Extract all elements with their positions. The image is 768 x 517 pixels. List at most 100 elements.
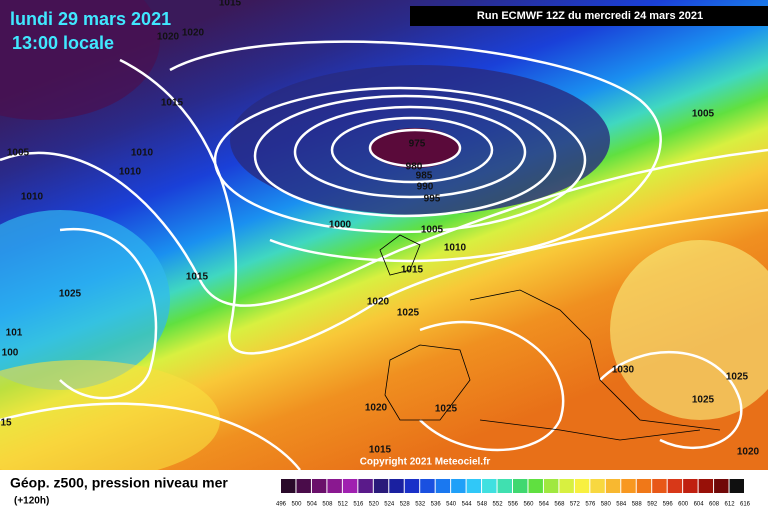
- isobar-label: 995: [424, 194, 441, 205]
- isobar-label: 1005: [692, 109, 715, 120]
- scale-swatch: [636, 479, 652, 493]
- isobar-label: 975: [409, 139, 426, 150]
- isobar-label: 1020: [365, 403, 388, 414]
- isobar-label: 1025: [397, 308, 420, 319]
- scale-label: 540: [446, 502, 457, 508]
- isobar-label: 101: [6, 328, 23, 339]
- isobar-label: 985: [416, 171, 433, 182]
- scale-swatch: [466, 479, 482, 493]
- footer-lead: (+120h): [14, 496, 49, 507]
- scale-swatch: [698, 479, 714, 493]
- scale-swatch: [451, 479, 466, 493]
- scale-label: 588: [632, 502, 643, 508]
- scale-swatch: [652, 479, 667, 493]
- scale-label: 608: [709, 502, 720, 508]
- time: 13:00 locale: [12, 33, 114, 53]
- date: lundi 29 mars 2021: [10, 9, 171, 29]
- scale-label: 568: [554, 502, 565, 508]
- footer-title: Géop. z500, pression niveau mer: [10, 475, 228, 491]
- isobar-label: 1025: [435, 404, 458, 415]
- field-patch: [610, 240, 768, 420]
- isobar-label: 1020: [737, 447, 760, 458]
- isobar-label: 1010: [119, 167, 142, 178]
- isobar-label: 1025: [726, 372, 749, 383]
- field-patch: [0, 360, 220, 480]
- scale-label: 560: [523, 502, 534, 508]
- scale-label: 584: [616, 502, 627, 508]
- isobar-label: 1015: [219, 0, 242, 9]
- scale-swatch: [729, 479, 744, 493]
- isobar-label: 1005: [421, 225, 444, 236]
- scale-label: 572: [570, 502, 581, 508]
- isobar-label: 1005: [7, 148, 30, 159]
- scale-label: 504: [307, 502, 318, 508]
- scale-label: 576: [585, 502, 596, 508]
- scale-label: 524: [384, 502, 395, 508]
- scale-label: 612: [725, 502, 736, 508]
- scale-swatch: [543, 479, 559, 493]
- scale-label: 556: [508, 502, 519, 508]
- isobar-label: 1010: [131, 148, 154, 159]
- scale-swatch: [590, 479, 605, 493]
- scale-swatch: [482, 479, 497, 493]
- isobar-label: 980: [406, 162, 423, 173]
- isobar-label: 1020: [367, 297, 390, 308]
- isobar-label: 1010: [21, 192, 44, 203]
- low-core: [370, 128, 460, 168]
- run-banner: [410, 6, 768, 26]
- scale-label: 600: [678, 502, 689, 508]
- field-patch: [0, 0, 160, 120]
- scale-label: 592: [647, 502, 658, 508]
- scale-label: 516: [353, 502, 364, 508]
- color-scale: 496 500 504 508 512 516 520 524 528 532 536 540 544 5…: [276, 479, 751, 508]
- scale-swatch: [574, 479, 590, 493]
- isobar-label: 1020: [182, 28, 205, 39]
- scale-label: 508: [322, 502, 333, 508]
- scale-swatch: [373, 479, 389, 493]
- field-patch: [0, 210, 170, 390]
- scale-label: 580: [601, 502, 612, 508]
- isobar-label: 1015: [401, 265, 424, 276]
- scale-swatch: [513, 479, 528, 493]
- scale-swatch: [667, 479, 683, 493]
- isobar-label: 1015: [369, 445, 392, 456]
- scale-label: 564: [539, 502, 550, 508]
- scale-label: 616: [740, 502, 751, 508]
- isobar-label: 990: [417, 182, 434, 193]
- scale-label: 496: [276, 502, 287, 508]
- coastlines: [379, 234, 721, 441]
- scale-swatch: [714, 479, 729, 493]
- scale-swatch: [389, 479, 404, 493]
- isobars: [0, 40, 768, 471]
- scale-label: 520: [369, 502, 380, 508]
- scale-label: 532: [415, 502, 426, 508]
- scale-swatch: [435, 479, 451, 493]
- scale-swatch: [281, 479, 296, 493]
- scale-swatch: [559, 479, 574, 493]
- scale-label: 500: [291, 502, 302, 508]
- scale-swatch: [683, 479, 698, 493]
- isobar-label: 1010: [444, 243, 467, 254]
- run-label: Run ECMWF 12Z du mercredi 24 mars 2021: [477, 10, 703, 22]
- scale-swatch: [404, 479, 420, 493]
- isobar-label: 1015: [161, 98, 184, 109]
- scale-swatch: [358, 479, 373, 493]
- scale-label: 604: [694, 502, 705, 508]
- scale-swatch: [621, 479, 636, 493]
- copyright: Copyright 2021 Meteociel.fr: [360, 457, 491, 468]
- scale-swatch: [420, 479, 435, 493]
- isobar-label: 1025: [692, 395, 715, 406]
- scale-swatch: [296, 479, 311, 493]
- scale-label: 552: [493, 502, 504, 508]
- scale-label: 544: [462, 502, 473, 508]
- scale-label: 528: [400, 502, 411, 508]
- scale-label: 596: [663, 502, 674, 508]
- isobar-label: 100: [2, 348, 19, 359]
- scale-swatch: [528, 479, 543, 493]
- scale-label: 512: [338, 502, 349, 508]
- scale-label: 548: [477, 502, 488, 508]
- scale-label: 536: [431, 502, 442, 508]
- scale-swatch: [311, 479, 327, 493]
